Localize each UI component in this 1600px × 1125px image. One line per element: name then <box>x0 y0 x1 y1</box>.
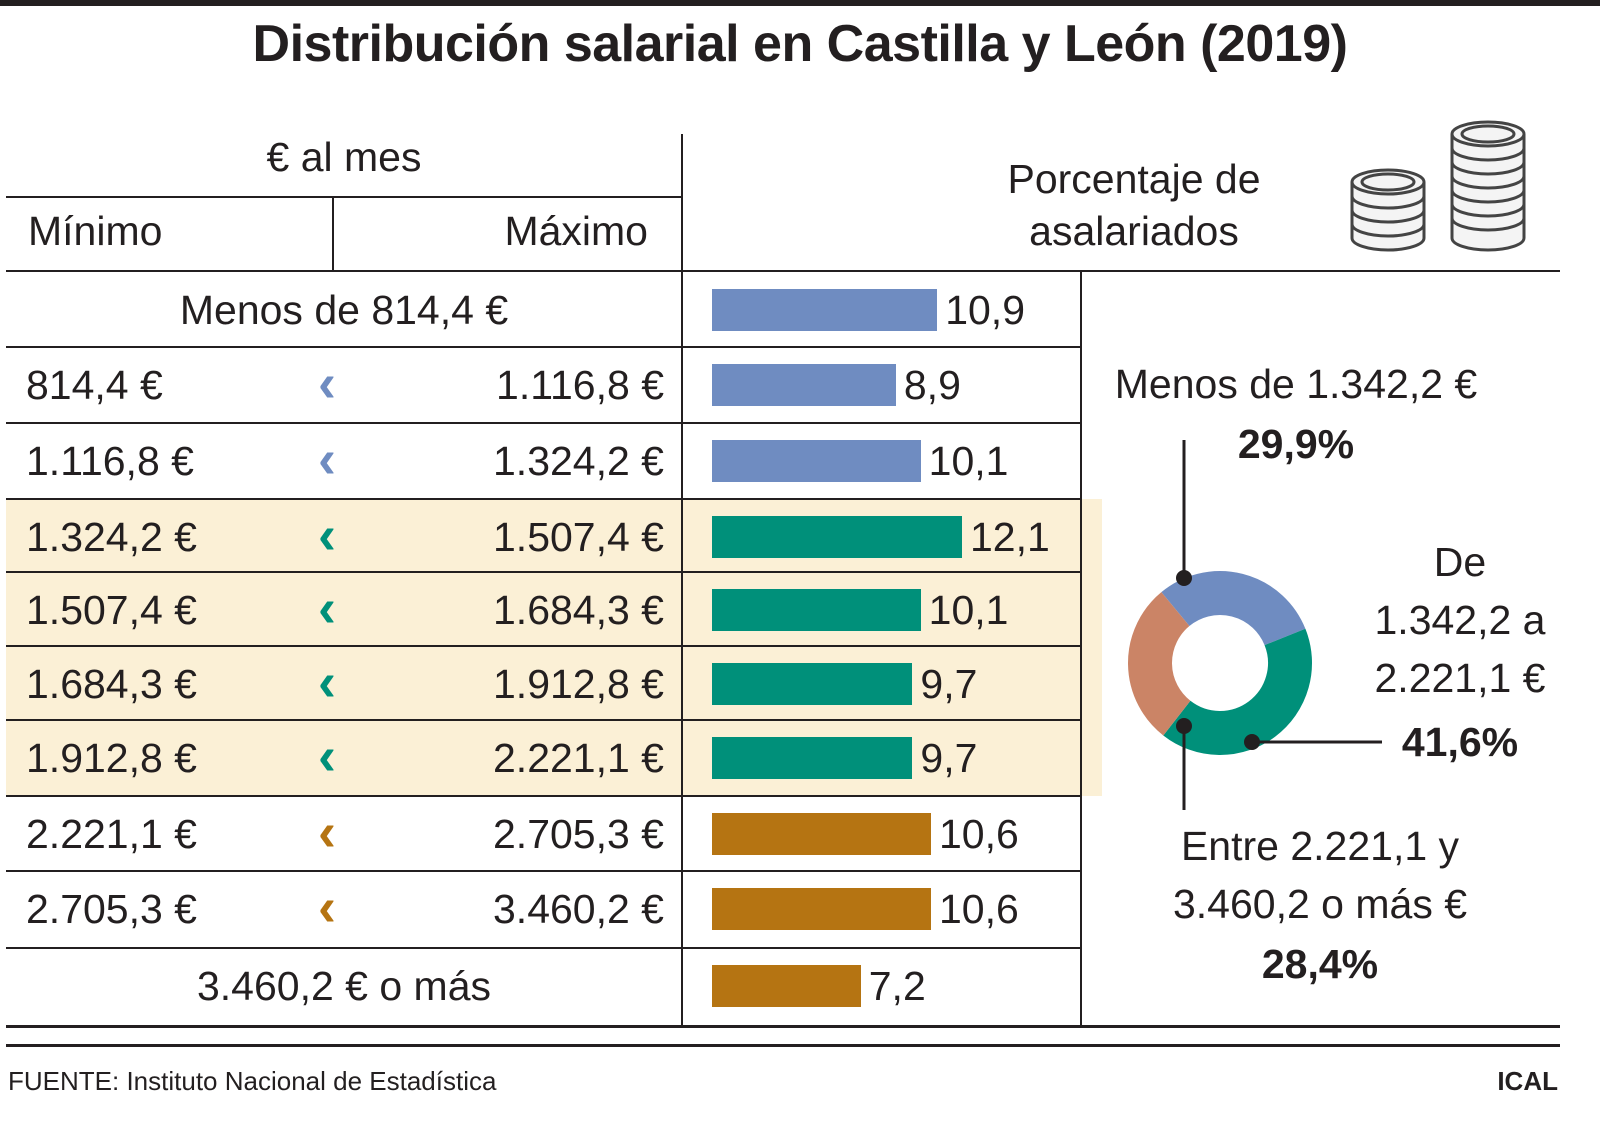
range-min: 814,4 € <box>26 362 163 408</box>
highlight-row-bg <box>6 720 1102 796</box>
bar <box>712 364 896 406</box>
range-max: 2.221,1 € <box>493 735 664 781</box>
range-min: 1.324,2 € <box>26 514 197 560</box>
range-min: 2.221,1 € <box>26 811 197 857</box>
range-max: 1.507,4 € <box>493 514 664 560</box>
donut-label-low: Menos de 1.342,2 € <box>1114 361 1478 407</box>
range-max: 2.705,3 € <box>493 811 664 857</box>
row-divider <box>6 795 1080 797</box>
chevron-left-icon: ‹ <box>318 578 336 638</box>
range-label: Menos de 814,4 € <box>179 287 509 333</box>
bar-value-label: 10,1 <box>928 438 1009 484</box>
coins-icon <box>1350 120 1526 252</box>
range-min: 1.684,3 € <box>26 661 197 707</box>
chevron-left-icon: ‹ <box>318 877 336 937</box>
donut-pct-mid: 41,6% <box>1401 719 1519 765</box>
bar-value-label: 10,6 <box>939 886 1019 932</box>
bar-value-label: 8,9 <box>903 362 961 408</box>
range-min: 1.912,8 € <box>26 735 197 781</box>
header-percent-line1: Porcentaje de <box>1007 156 1261 202</box>
range-max: 3.460,2 € <box>493 886 664 932</box>
range-min: 1.116,8 € <box>26 438 194 484</box>
table-bottom-rule <box>6 1025 1560 1028</box>
bar-value-label: 9,7 <box>920 735 978 781</box>
range-max: 1.912,8 € <box>493 661 664 707</box>
bar <box>712 737 913 779</box>
chevron-left-icon: ‹ <box>318 505 336 565</box>
row-divider <box>6 422 1080 424</box>
header-minimum: Mínimo <box>28 208 163 254</box>
leader-dot-high <box>1176 718 1192 734</box>
chevron-left-icon: ‹ <box>318 726 336 786</box>
row-divider <box>6 947 1080 949</box>
donut-slice <box>1161 571 1306 647</box>
chevron-left-icon: ‹ <box>318 802 336 862</box>
donut-slice <box>1163 628 1312 755</box>
donut-label-mid-1: De <box>1433 539 1487 585</box>
chevron-left-icon: ‹ <box>318 353 336 413</box>
header-min-max-divider <box>332 197 334 272</box>
footer-source: FUENTE: Instituto Nacional de Estadístic… <box>8 1066 497 1096</box>
range-min: 2.705,3 € <box>26 886 197 932</box>
range-max: 1.324,2 € <box>493 438 664 484</box>
row-divider <box>6 645 1080 647</box>
bar <box>712 440 921 482</box>
column-divider-left <box>681 134 683 1027</box>
bar-value-label: 10,1 <box>928 587 1009 633</box>
row-divider <box>6 719 1080 721</box>
row-divider <box>6 870 1080 872</box>
range-min: 1.507,4 € <box>26 587 197 633</box>
column-divider-right <box>1080 272 1082 1027</box>
chevron-left-icon: ‹ <box>318 652 336 712</box>
donut-slice <box>1128 592 1192 736</box>
chevron-left-icon: ‹ <box>318 429 336 489</box>
bar <box>712 813 931 855</box>
donut-leader-lines <box>1176 440 1382 810</box>
leader-dot-mid <box>1244 734 1260 750</box>
leader-dot-low <box>1176 570 1192 586</box>
row-divider <box>6 346 1080 348</box>
bar-value-label: 12,1 <box>970 514 1050 560</box>
top-rule <box>0 0 1600 6</box>
donut-label-high-1: Entre 2.221,1 y <box>1180 823 1460 869</box>
chart-title: Distribución salarial en Castilla y León… <box>252 15 1348 73</box>
range-max: 1.116,8 € <box>496 362 664 408</box>
row-divider <box>6 571 1080 573</box>
donut-pct-low: 29,9% <box>1237 421 1355 467</box>
bar-value-label: 7,2 <box>868 963 926 1009</box>
bar-value-label: 10,9 <box>945 287 1026 333</box>
bar <box>712 516 962 558</box>
bar <box>712 663 913 705</box>
header-euros-per-month: € al mes <box>266 134 422 180</box>
range-label: 3.460,2 € o más <box>196 963 492 1009</box>
donut-label-high-2: 3.460,2 o más € <box>1172 881 1468 927</box>
row-divider <box>6 498 1080 500</box>
donut-chart <box>1128 571 1312 755</box>
range-max: 1.684,3 € <box>493 587 664 633</box>
donut-label-mid-2: 1.342,2 a <box>1374 597 1546 643</box>
bar <box>712 289 938 331</box>
footer-top-rule <box>6 1044 1560 1047</box>
bar-value-label: 9,7 <box>920 661 978 707</box>
bar-value-label: 10,6 <box>939 811 1019 857</box>
footer-agency: ICAL <box>1497 1066 1558 1096</box>
header-bottom-rule <box>6 270 1560 272</box>
donut-pct-high: 28,4% <box>1261 941 1379 987</box>
header-maximum: Máximo <box>504 208 648 254</box>
bar <box>712 888 931 930</box>
bar <box>712 589 921 631</box>
donut-label-mid-3: 2.221,1 € <box>1374 655 1546 701</box>
highlight-row-bg <box>6 646 1102 722</box>
header-percent-line2: asalariados <box>1029 208 1239 254</box>
header-divider <box>6 196 682 198</box>
bar <box>712 965 861 1007</box>
